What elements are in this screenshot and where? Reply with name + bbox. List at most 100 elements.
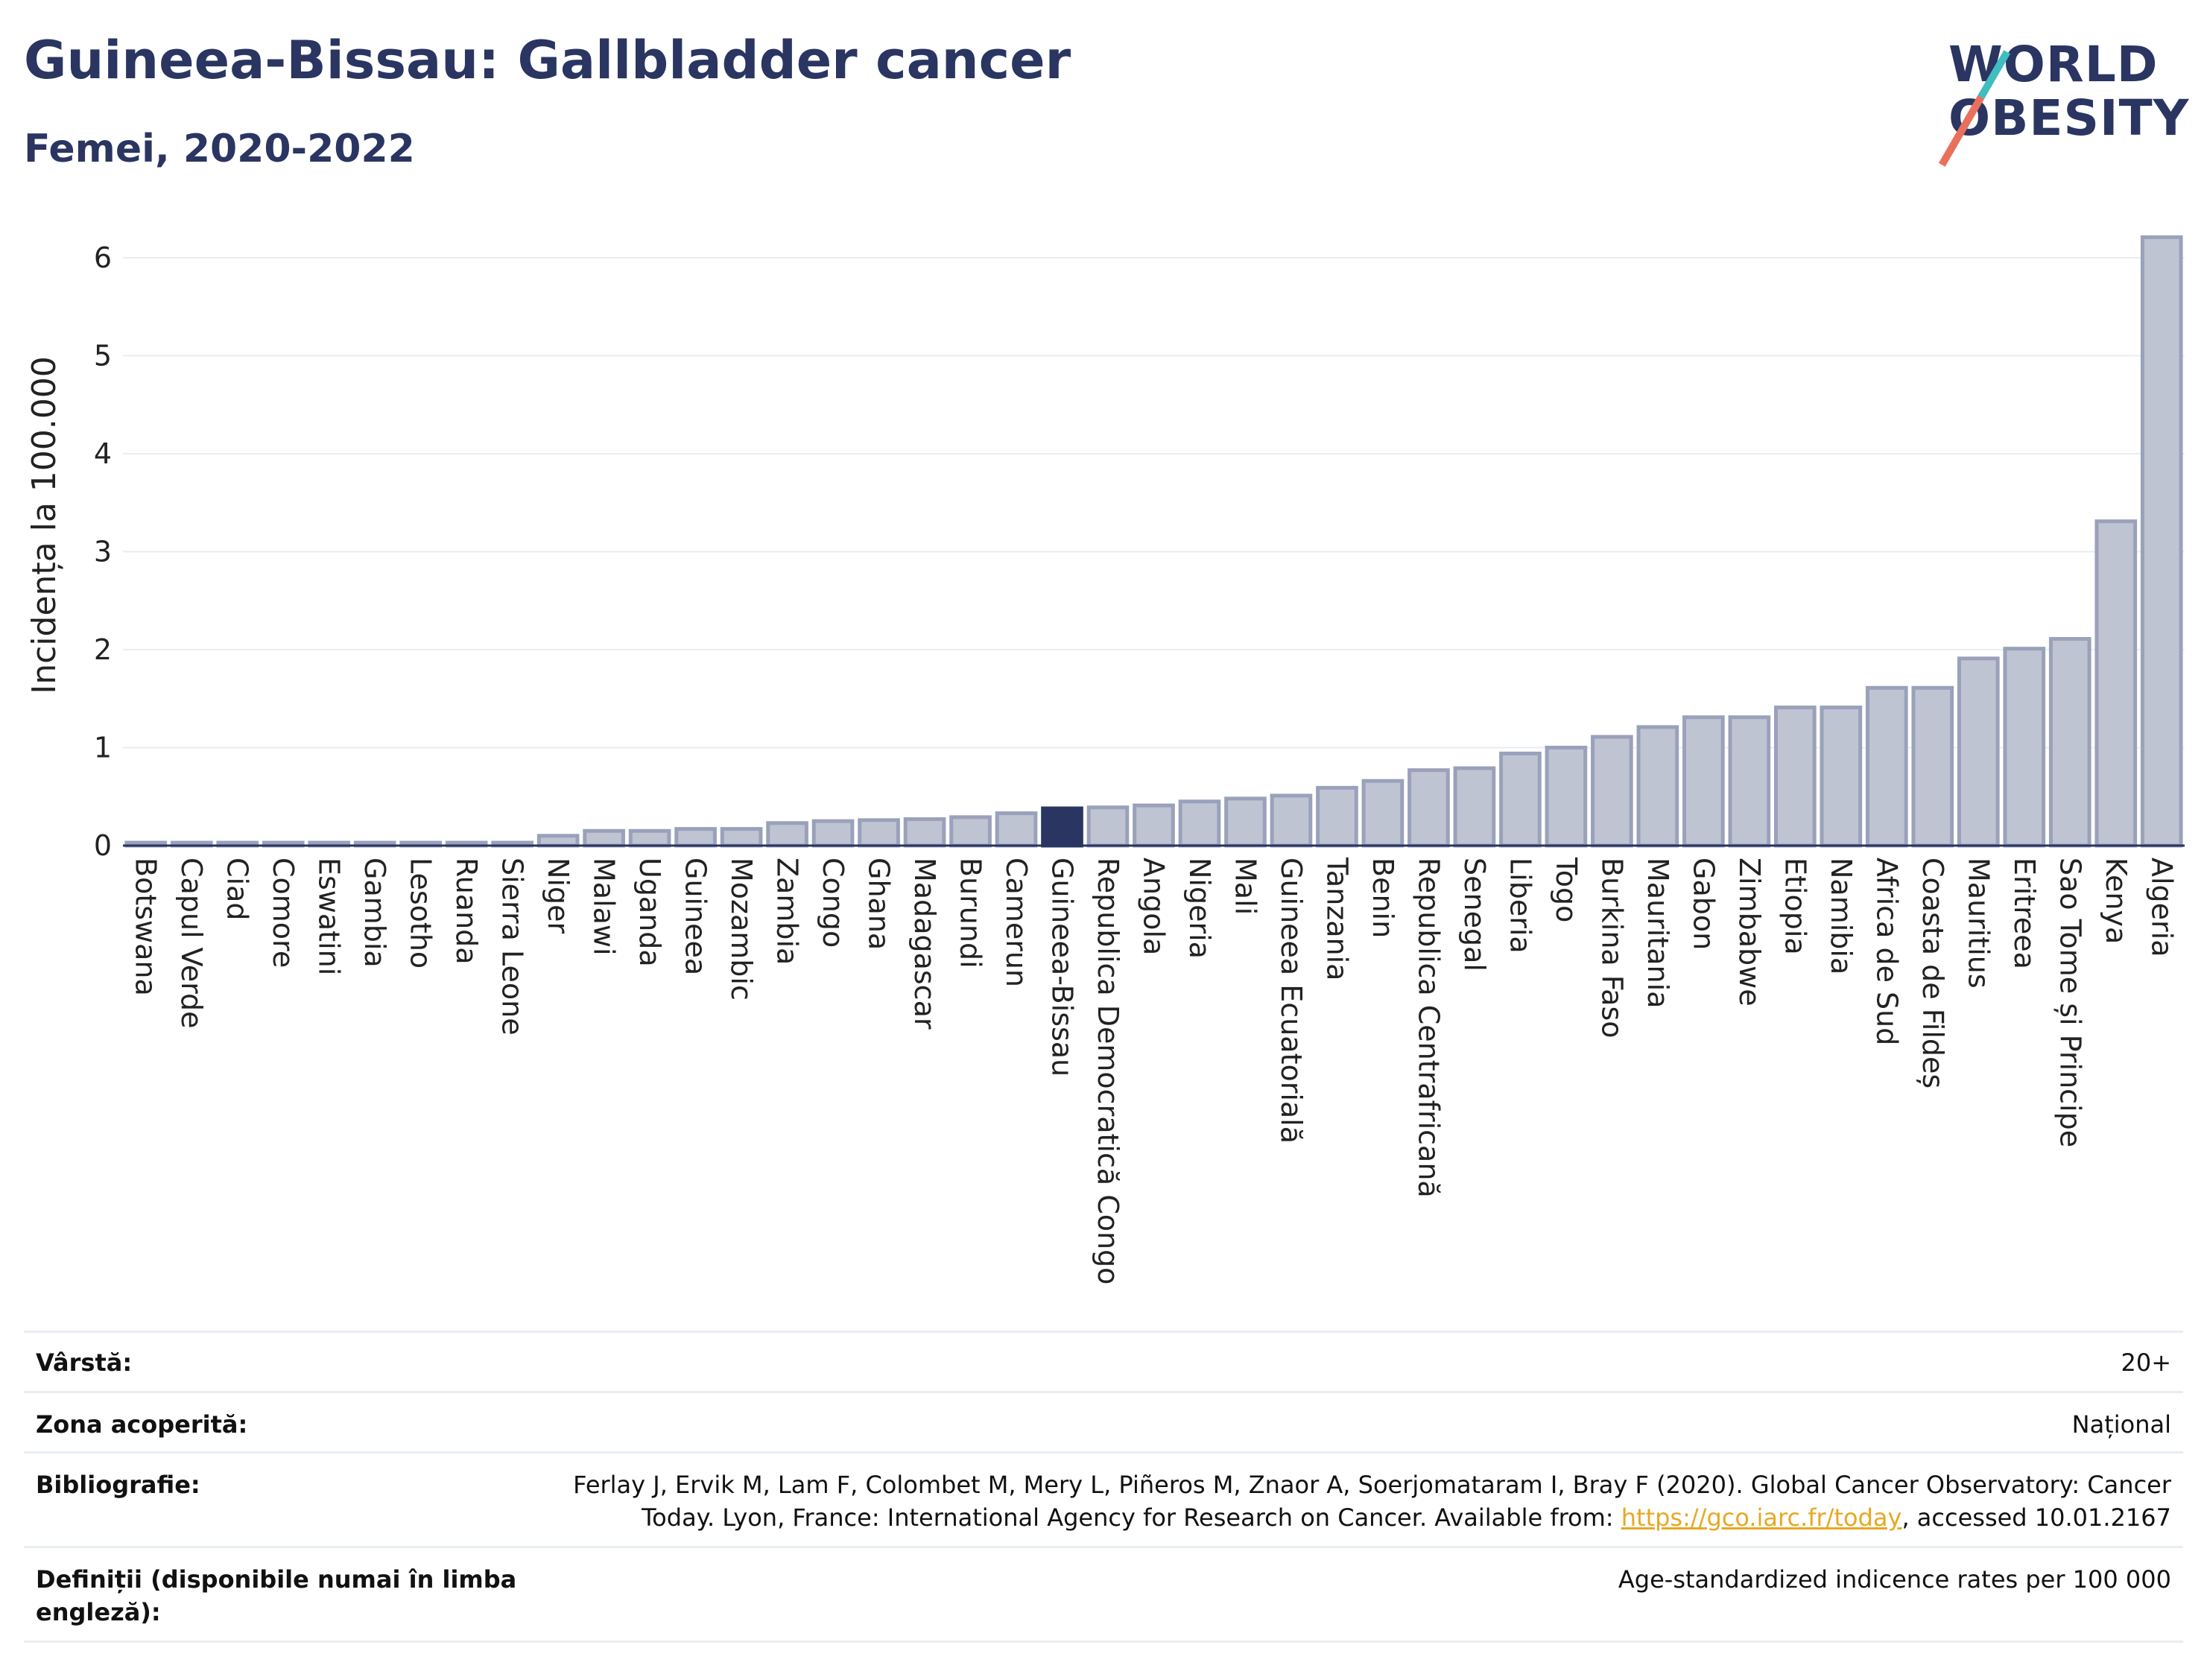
x-category-label: Angola bbox=[1138, 858, 1171, 955]
x-category-label: Republica Democratică Congo bbox=[1092, 858, 1124, 1284]
x-category-label: Niger bbox=[542, 858, 574, 933]
bar bbox=[1957, 656, 2000, 848]
x-category-label: Guineea Ecuatorială bbox=[1275, 858, 1308, 1144]
info-table-top-border bbox=[24, 1331, 2183, 1333]
bar bbox=[858, 818, 900, 848]
x-category-label: Mali bbox=[1229, 858, 1261, 915]
x-category-label: Guineea-Bissau bbox=[1046, 858, 1079, 1077]
x-category-label: Mauritania bbox=[1641, 858, 1674, 1008]
bar bbox=[1682, 715, 1725, 848]
y-axis-title: Incidența la 100.000 bbox=[25, 356, 63, 694]
x-category-label: Africa de Sud bbox=[1870, 858, 1903, 1045]
x-category-label: Guineea bbox=[680, 858, 712, 975]
y-tick-label: 5 bbox=[94, 340, 112, 373]
y-tick-label: 4 bbox=[94, 437, 112, 470]
bar bbox=[1133, 803, 1175, 848]
logo-word-world: WORLD bbox=[1948, 36, 2159, 93]
bibliography-line-2: Today. Lyon, France: International Agenc… bbox=[573, 1501, 2171, 1534]
x-category-label: Burundi bbox=[954, 858, 987, 969]
info-value-bibliography: Ferlay J, Ervik M, Lam F, Colombet M, Me… bbox=[573, 1468, 2171, 1534]
x-category-label: Sierra Leone bbox=[496, 858, 529, 1036]
chart-subtitle: Femei, 2020-2022 bbox=[24, 127, 415, 171]
x-category-label: Sao Tome și Principe bbox=[2053, 858, 2086, 1147]
bar bbox=[1178, 799, 1221, 848]
bar bbox=[2048, 637, 2091, 848]
bar bbox=[811, 819, 855, 848]
grid-lines bbox=[123, 257, 2185, 749]
bar bbox=[1499, 751, 1542, 848]
x-category-label: Algeria bbox=[2145, 858, 2178, 957]
bar bbox=[995, 811, 1038, 848]
bar bbox=[583, 828, 625, 848]
definitions-label-line-2: engleză): bbox=[36, 1598, 161, 1626]
info-row-definitions: Definiții (disponibile numai în limba en… bbox=[24, 1548, 2183, 1643]
x-category-label: Eswatini bbox=[313, 858, 346, 975]
info-label-age: Vârstă: bbox=[36, 1348, 133, 1377]
info-row-area: Zona acoperită: Național bbox=[24, 1393, 2183, 1454]
logo-word-obesity: OBESITY bbox=[1948, 89, 2190, 147]
world-obesity-logo: WORLD OBESITY bbox=[1938, 21, 2190, 167]
x-category-label: Ghana bbox=[863, 858, 896, 950]
bar bbox=[949, 815, 992, 848]
y-tick-label: 6 bbox=[94, 241, 112, 274]
x-category-label: Camerun bbox=[1000, 858, 1033, 987]
y-tick-labels: 0 1 2 3 4 5 6 bbox=[94, 241, 112, 862]
bar bbox=[1911, 685, 1954, 848]
bar bbox=[903, 817, 946, 848]
x-category-label: Madagascar bbox=[908, 858, 941, 1030]
bar bbox=[1361, 779, 1405, 848]
x-category-label: Ciad bbox=[221, 858, 254, 921]
bars bbox=[124, 235, 2183, 848]
x-category-label: Republica Centrafricană bbox=[1412, 858, 1445, 1198]
x-category-label: Ruanda bbox=[450, 858, 483, 965]
info-value-area: Național bbox=[2071, 1410, 2171, 1439]
x-category-label: Mauritius bbox=[1962, 858, 1995, 989]
x-category-label: Congo bbox=[817, 858, 849, 948]
x-category-label: Senegal bbox=[1458, 858, 1491, 971]
bar bbox=[1545, 746, 1588, 848]
bar bbox=[766, 821, 808, 848]
definitions-label-line-1: Definiții (disponibile numai în limba bbox=[36, 1565, 517, 1594]
x-category-label: Namibia bbox=[1825, 858, 1858, 974]
x-category-label: Zambia bbox=[771, 858, 804, 965]
bar-highlighted bbox=[1041, 806, 1083, 848]
bar bbox=[1820, 706, 1863, 848]
bar bbox=[1453, 766, 1496, 848]
info-label-bibliography: Bibliografie: bbox=[36, 1471, 200, 1499]
bar bbox=[536, 834, 580, 848]
bar bbox=[1270, 793, 1313, 848]
bar bbox=[1865, 685, 1908, 848]
x-category-label: Togo bbox=[1550, 857, 1583, 922]
bar bbox=[720, 827, 763, 848]
x-category-label: Capul Verde bbox=[175, 858, 208, 1029]
x-category-label: Coasta de Fildeș bbox=[1916, 858, 1949, 1088]
bar bbox=[628, 828, 671, 848]
x-category-label: Lesotho bbox=[405, 858, 437, 969]
info-row-age: Vârstă: 20+ bbox=[24, 1333, 2183, 1393]
gco-link[interactable]: https://gco.iarc.fr/today bbox=[1621, 1503, 1902, 1532]
x-category-label: Mozambic bbox=[725, 858, 758, 1001]
bar bbox=[1728, 715, 1771, 848]
bar bbox=[2140, 235, 2183, 848]
bar bbox=[1591, 735, 1633, 848]
x-category-label: Gambia bbox=[358, 858, 391, 968]
x-category-label: Comore bbox=[267, 858, 300, 968]
x-category-label: Etiopia bbox=[1779, 858, 1811, 955]
x-category-label: Zimbabwe bbox=[1733, 858, 1766, 1007]
y-tick-label: 2 bbox=[94, 633, 112, 666]
info-label-area: Zona acoperită: bbox=[36, 1410, 248, 1439]
y-tick-label: 3 bbox=[94, 536, 112, 568]
bar bbox=[1774, 706, 1817, 848]
bar bbox=[1316, 785, 1358, 848]
x-category-label: Eritreea bbox=[2008, 858, 2041, 969]
bar bbox=[2094, 519, 2138, 848]
x-category-label: Malawi bbox=[588, 858, 621, 956]
bar bbox=[1636, 725, 1679, 848]
x-category-label: Benin bbox=[1367, 858, 1399, 938]
info-row-bibliography: Bibliografie: Ferlay J, Ervik M, Lam F, … bbox=[24, 1454, 2183, 1548]
x-category-label: Liberia bbox=[1504, 858, 1536, 954]
x-category-label: Burkina Faso bbox=[1595, 858, 1628, 1039]
x-category-label: Nigeria bbox=[1183, 858, 1216, 959]
x-category-label: Gabon bbox=[1687, 858, 1720, 950]
y-tick-label: 0 bbox=[94, 829, 112, 862]
